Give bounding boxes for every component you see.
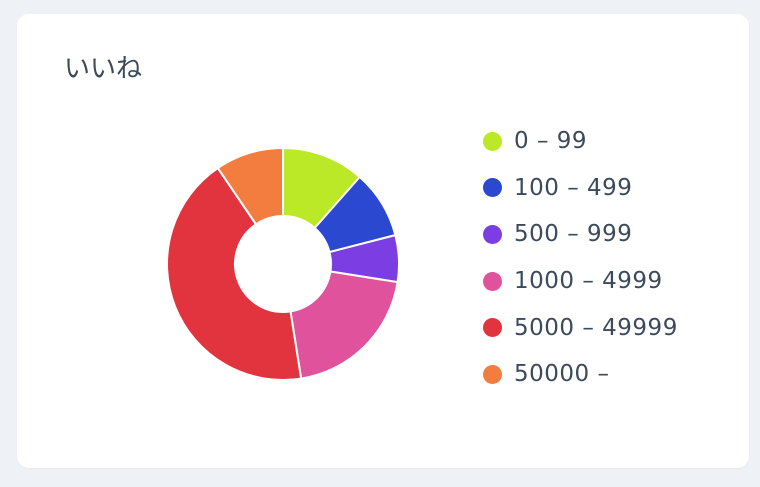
likes-donut-chart	[167, 148, 399, 381]
legend-swatch	[483, 224, 502, 244]
legend-label: 1000 – 4999	[514, 268, 663, 295]
legend-swatch	[483, 318, 502, 338]
legend-swatch	[483, 178, 502, 198]
likes-card: いいね 0 – 99 100 – 499 500 – 999 1000 – 4999 5…	[17, 14, 749, 468]
pie-slice-3	[289, 270, 399, 380]
pie-slice-5	[216, 148, 284, 226]
legend-item: 50000 –	[483, 351, 678, 398]
legend-label: 50000 –	[514, 361, 610, 388]
legend-item: 5000 – 49999	[483, 304, 678, 351]
legend-label: 500 – 999	[514, 221, 633, 248]
chart-legend: 0 – 99 100 – 499 500 – 999 1000 – 4999 5000 …	[483, 118, 678, 398]
legend-item: 100 – 499	[483, 165, 678, 212]
pie-slice-4	[167, 166, 303, 381]
legend-label: 5000 – 49999	[514, 314, 678, 341]
legend-item: 1000 – 4999	[483, 258, 678, 305]
legend-label: 100 – 499	[514, 174, 633, 201]
legend-item: 500 – 999	[483, 211, 678, 258]
legend-label: 0 – 99	[514, 128, 588, 155]
legend-swatch	[483, 131, 502, 151]
legend-item: 0 – 99	[483, 118, 678, 165]
legend-swatch	[483, 271, 502, 291]
card-title: いいね	[64, 54, 143, 84]
legend-swatch	[483, 364, 502, 384]
